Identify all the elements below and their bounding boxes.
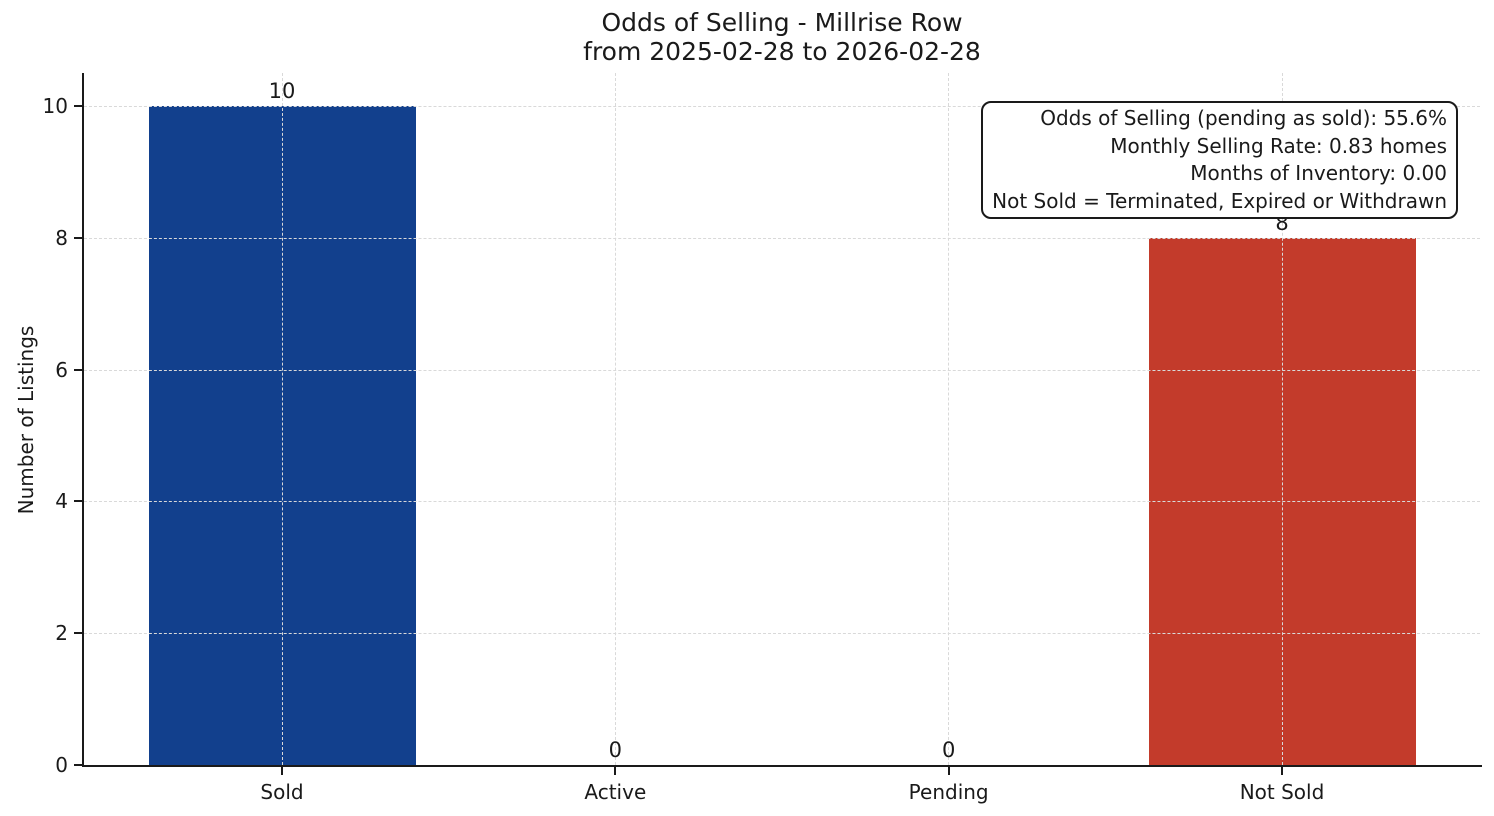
- bar-value-label-pending: 0: [941, 738, 956, 762]
- gridline-horizontal: [84, 105, 1480, 107]
- gridline-horizontal: [84, 369, 1480, 371]
- gridline-vertical: [281, 73, 283, 765]
- plot-area: 0 2 4 6 8 10 10 Sold 0 Active 0 Pending 8 Not Sold: [43, 73, 1482, 804]
- y-tick-label: 10: [42, 93, 68, 118]
- gridline-horizontal: [84, 501, 1480, 503]
- x-tick-label-sold: Sold: [260, 780, 304, 804]
- bar-value-label-active: 0: [608, 738, 623, 762]
- y-tick-label: 8: [55, 225, 68, 250]
- chart-title: Odds of Selling - Millrise Row: [601, 8, 963, 37]
- y-tick-mark: [74, 632, 82, 635]
- y-tick-label: 0: [55, 753, 68, 777]
- y-tick-mark: [74, 236, 82, 239]
- y-tick-label: 4: [55, 489, 68, 514]
- y-tick-mark: [74, 500, 82, 503]
- gridline-vertical: [948, 73, 950, 765]
- x-tick-label-active: Active: [584, 780, 647, 804]
- y-tick-label: 6: [55, 357, 68, 382]
- annotation-line-rate: Monthly Selling Rate: 0.83 homes: [1110, 133, 1447, 158]
- gridline-vertical: [614, 73, 616, 765]
- x-tick-mark: [281, 767, 283, 775]
- x-tick-mark: [947, 767, 950, 775]
- x-tick-label-not-sold: Not Sold: [1239, 780, 1325, 804]
- annotation-line-inventory: Months of Inventory: 0.00: [1190, 161, 1447, 185]
- y-tick-mark: [74, 764, 82, 766]
- y-tick-mark: [74, 104, 82, 107]
- x-tick-mark: [1281, 767, 1283, 775]
- gridline-horizontal: [84, 237, 1480, 239]
- gridline-vertical: [1281, 73, 1283, 765]
- x-tick-label-pending: Pending: [908, 780, 989, 804]
- chart-subtitle: from 2025-02-28 to 2026-02-28: [583, 37, 981, 66]
- y-tick-label: 2: [55, 621, 68, 646]
- chart-title-block: Odds of Selling - Millrise Row from 2025…: [84, 8, 1480, 66]
- x-axis-spine: [82, 765, 1482, 767]
- y-axis-spine: [82, 73, 84, 767]
- y-tick-mark: [74, 368, 82, 371]
- annotation-line-odds: Odds of Selling (pending as sold): 55.6%: [1040, 106, 1447, 130]
- x-tick-mark: [614, 767, 617, 775]
- gridline-horizontal: [84, 633, 1480, 635]
- bar-value-label-sold: 10: [268, 78, 296, 103]
- annotation-box: Odds of Selling (pending as sold): 55.6%…: [981, 101, 1458, 219]
- annotation-line-notsold-def: Not Sold = Terminated, Expired or Withdr…: [992, 188, 1447, 213]
